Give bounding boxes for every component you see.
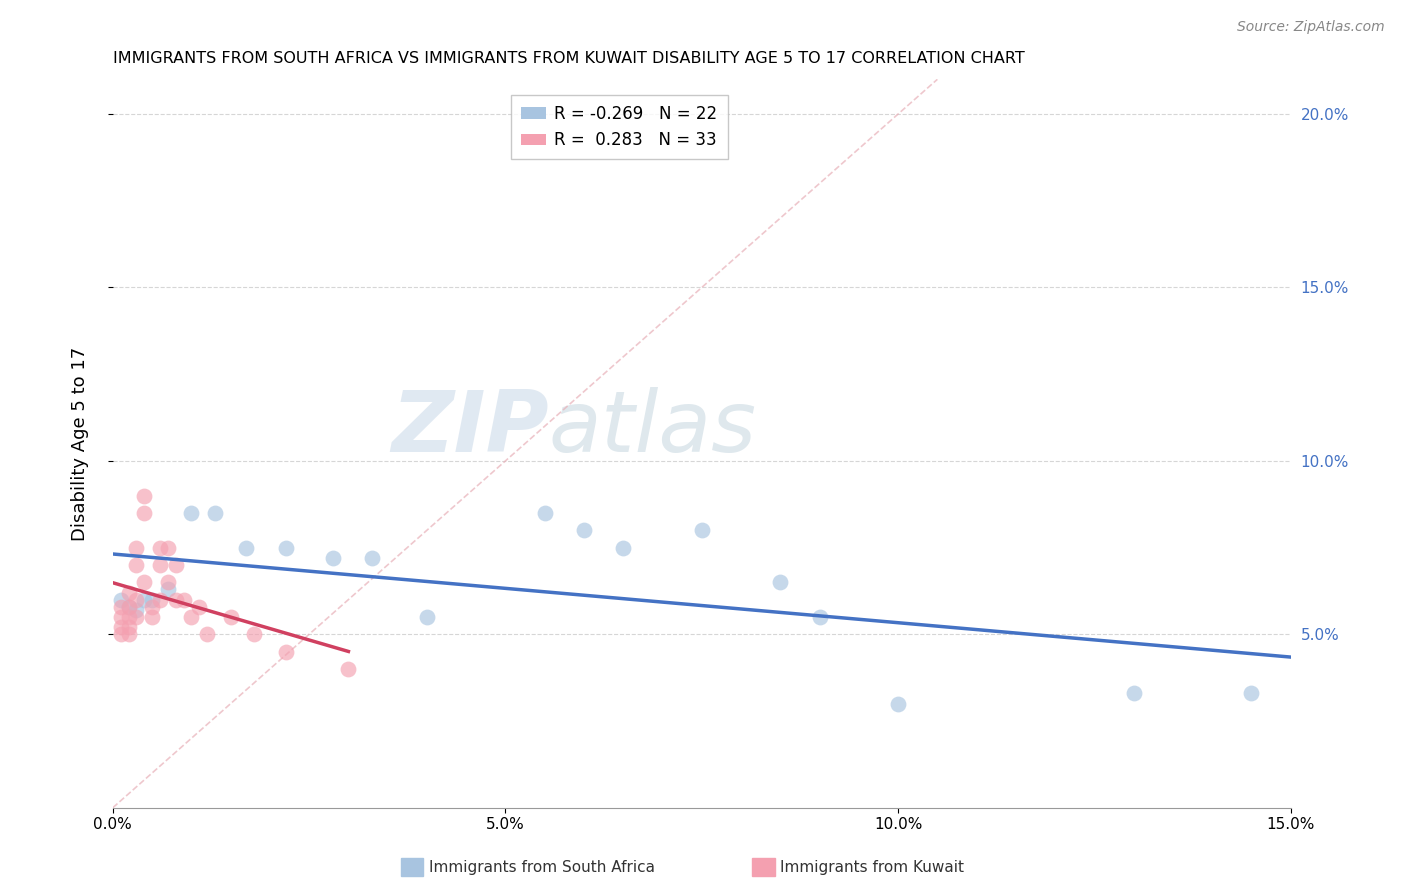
Text: Immigrants from Kuwait: Immigrants from Kuwait xyxy=(780,861,965,875)
Point xyxy=(533,506,555,520)
Point xyxy=(235,541,257,555)
Point xyxy=(1240,686,1263,700)
Point xyxy=(141,610,163,624)
Y-axis label: Disability Age 5 to 17: Disability Age 5 to 17 xyxy=(72,346,89,541)
Point xyxy=(887,697,910,711)
Point xyxy=(110,592,132,607)
Point xyxy=(110,599,132,614)
Point xyxy=(204,506,226,520)
Point xyxy=(188,599,211,614)
Point xyxy=(125,592,148,607)
Point xyxy=(769,575,792,590)
Point xyxy=(149,541,172,555)
Point xyxy=(141,592,163,607)
Point xyxy=(361,551,384,566)
Point xyxy=(141,599,163,614)
Point xyxy=(690,523,713,537)
Point xyxy=(149,558,172,572)
Legend: R = -0.269   N = 22, R =  0.283   N = 33: R = -0.269 N = 22, R = 0.283 N = 33 xyxy=(512,95,727,160)
Point xyxy=(125,603,148,617)
Point xyxy=(416,610,439,624)
Point xyxy=(322,551,344,566)
Point xyxy=(165,592,187,607)
Point xyxy=(110,627,132,641)
Point xyxy=(117,599,139,614)
Point xyxy=(337,662,360,676)
Point xyxy=(156,582,179,597)
Point xyxy=(117,620,139,634)
Text: IMMIGRANTS FROM SOUTH AFRICA VS IMMIGRANTS FROM KUWAIT DISABILITY AGE 5 TO 17 CO: IMMIGRANTS FROM SOUTH AFRICA VS IMMIGRAN… xyxy=(112,51,1025,66)
Point xyxy=(110,620,132,634)
Point xyxy=(117,599,139,614)
Point xyxy=(572,523,595,537)
Point xyxy=(110,610,132,624)
Point xyxy=(219,610,242,624)
Point xyxy=(195,627,218,641)
Point xyxy=(156,575,179,590)
Text: Source: ZipAtlas.com: Source: ZipAtlas.com xyxy=(1237,20,1385,34)
Text: atlas: atlas xyxy=(548,387,756,470)
Point xyxy=(274,645,297,659)
Point xyxy=(125,558,148,572)
Text: Immigrants from South Africa: Immigrants from South Africa xyxy=(429,861,655,875)
Point xyxy=(134,592,156,607)
Point xyxy=(149,592,172,607)
Point xyxy=(134,575,156,590)
Point xyxy=(612,541,634,555)
Point xyxy=(1122,686,1144,700)
Point xyxy=(243,627,266,641)
Point xyxy=(180,610,202,624)
Point xyxy=(134,506,156,520)
Point xyxy=(134,489,156,503)
Point xyxy=(180,506,202,520)
Point xyxy=(156,541,179,555)
Point xyxy=(173,592,195,607)
Point xyxy=(117,585,139,599)
Point xyxy=(274,541,297,555)
Point xyxy=(125,610,148,624)
Point xyxy=(125,541,148,555)
Text: ZIP: ZIP xyxy=(391,387,548,470)
Point xyxy=(117,610,139,624)
Point xyxy=(165,558,187,572)
Point xyxy=(808,610,831,624)
Point xyxy=(117,627,139,641)
